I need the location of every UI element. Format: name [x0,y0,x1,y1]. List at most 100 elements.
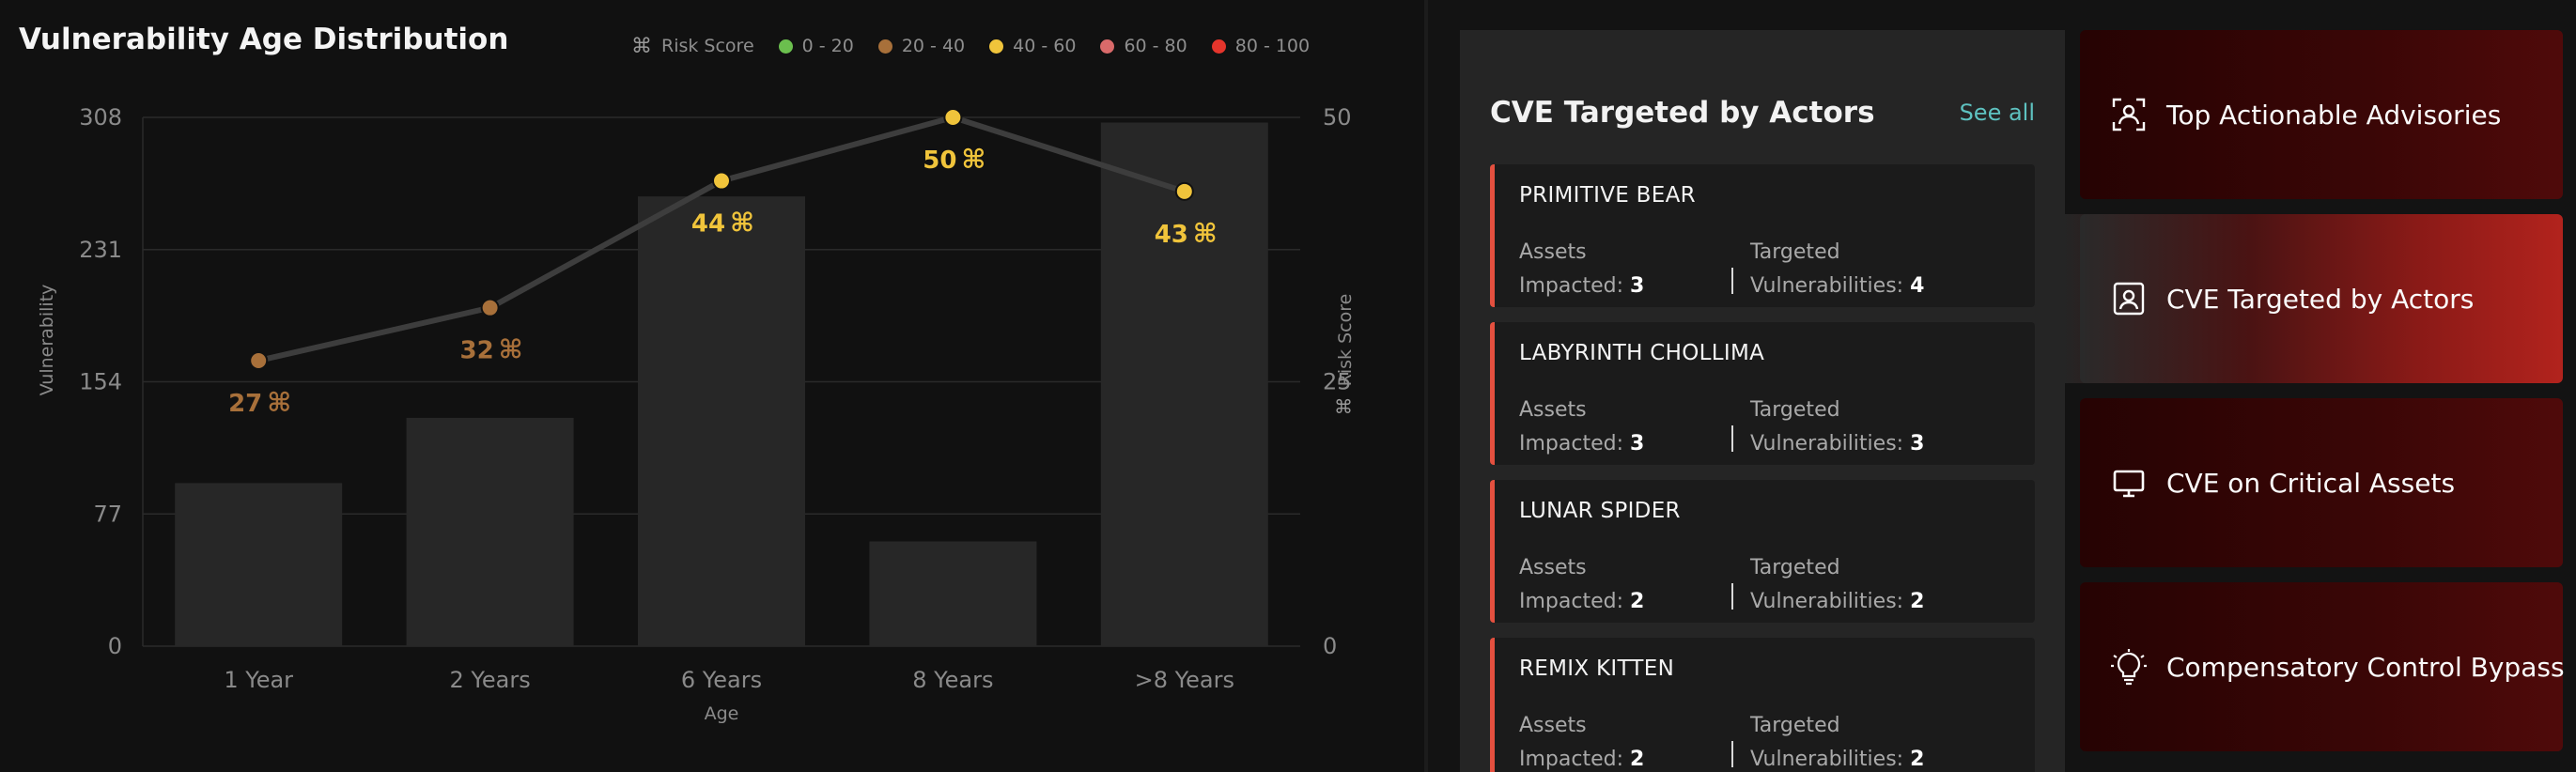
actor-name: LABYRINTH CHOLLIMA [1519,341,1765,365]
id-badge-icon [2110,280,2148,317]
metric-divider [1731,583,1733,610]
see-all-link[interactable]: See all [1959,100,2035,126]
legend-label: 0 - 20 [801,36,854,56]
chart-bar [869,541,1037,646]
risk-point [712,171,731,191]
actor-card[interactable]: LUNAR SPIDER Assets Impacted: 2 Targeted… [1490,480,2035,623]
x-tick-label: 8 Years [912,667,993,693]
legend-item[interactable]: 80 - 100 [1211,36,1311,56]
actor-name: LUNAR SPIDER [1519,499,1681,523]
targeted-vulnerabilities: Targeted Vulnerabilities: 4 [1750,236,1924,303]
risk-point [943,108,963,127]
nav-label: CVE on Critical Assets [2166,467,2456,499]
cve-panel-title: CVE Targeted by Actors [1490,96,1875,130]
vulnerabilities-label: Vulnerabilities: [1750,590,1904,613]
x-tick-label: 1 Year [224,667,293,693]
legend-label: 60 - 80 [1124,36,1187,56]
legend-title: ⌘ Risk Score [631,35,754,58]
targeted-label: Targeted [1750,398,1840,422]
command-icon: ⌘ [631,34,652,58]
assets-impacted-value: 3 [1630,432,1645,455]
targeted-vulnerabilities: Targeted Vulnerabilities: 2 [1750,709,1924,772]
y-axis-title: Vulnerability [37,285,57,396]
risk-data-label: 50 [923,147,956,175]
targeted-label: Targeted [1750,240,1840,264]
nav-cve-on-critical-assets[interactable]: CVE on Critical Assets [2080,398,2563,567]
assets-label: Assets [1519,556,1587,579]
nav-compensatory-control-bypass[interactable]: Compensatory Control Bypass [2080,582,2565,751]
assets-label: Assets [1519,240,1587,264]
risk-data-label: 44 [691,210,725,239]
nav-label: CVE Targeted by Actors [2166,283,2475,315]
actor-name: PRIMITIVE BEAR [1519,183,1696,208]
legend-item[interactable]: 40 - 60 [989,36,1076,56]
legend-dot [778,39,793,54]
targeted-vulnerabilities: Targeted Vulnerabilities: 3 [1750,394,1924,461]
legend-item[interactable]: 20 - 40 [877,36,965,56]
y-tick-label: 308 [79,104,122,131]
x-axis-title: Age [705,703,739,724]
y-tick-label: 0 [108,633,122,659]
risk-data-label: 43 [1155,221,1188,249]
chart-bar [638,196,805,646]
legend-item[interactable]: 60 - 80 [1100,36,1187,56]
legend-dot [1100,39,1115,54]
legend-label: 80 - 100 [1234,36,1311,56]
y2-tick-label: 25 [1323,369,1352,395]
chart-panel: Vulnerability Age Distribution ⌘ Risk Sc… [19,23,1356,724]
targeted-vulnerabilities: Targeted Vulnerabilities: 2 [1750,551,1924,619]
assets-impacted: Assets Impacted: 2 [1519,551,1644,619]
assets-impacted-value: 2 [1630,748,1645,771]
targeted-label: Targeted [1750,556,1840,579]
actor-card[interactable]: REMIX KITTEN Assets Impacted: 2 Targeted… [1490,638,2035,772]
nav-top-actionable-advisories[interactable]: Top Actionable Advisories [2080,30,2563,199]
monitor-icon [2110,464,2148,502]
targeted-vulnerabilities-value: 2 [1910,748,1925,771]
assets-impacted-value: 3 [1630,274,1645,298]
metric-divider [1731,425,1733,452]
legend-dot [1211,39,1226,54]
chart-bar [406,417,574,646]
command-icon: ⌘ [1334,395,1353,418]
nav-label: Top Actionable Advisories [2166,99,2502,131]
command-icon: ⌘ [267,387,291,418]
chart-bar [1100,122,1268,646]
age-distribution-chart: 0 77 154 231 308 0 25 50 1 Year 2 Years 6 Years 8 Y… [37,104,1356,724]
cve-actors-panel: CVE Targeted by Actors See all PRIMITIVE… [1460,30,2065,772]
command-icon: ⌘ [1193,218,1218,249]
chart-bar [175,483,343,646]
targeted-vulnerabilities-value: 2 [1910,590,1925,613]
command-icon: ⌘ [730,208,754,239]
legend-label: 40 - 60 [1013,36,1077,56]
assets-impacted-value: 2 [1630,590,1645,613]
nav-cve-targeted-by-actors[interactable]: CVE Targeted by Actors [2080,214,2563,383]
y-tick-label: 154 [79,369,122,395]
assets-label: Assets [1519,714,1587,737]
legend-item[interactable]: 0 - 20 [778,36,854,56]
chart-legend: ⌘ Risk Score 0 - 20 20 - 40 40 - 60 60 -… [631,32,1310,60]
assets-impacted: Assets Impacted: 3 [1519,236,1644,303]
risk-point [1174,181,1194,201]
panel-divider [1424,0,1428,772]
chart-title: Vulnerability Age Distribution [19,23,509,56]
metric-divider [1731,741,1733,767]
y-tick-label: 77 [93,501,122,527]
assets-label: Assets [1519,398,1587,422]
y2-tick-label: 50 [1323,104,1352,131]
assets-impacted: Assets Impacted: 2 [1519,709,1644,772]
metric-divider [1731,268,1733,294]
command-icon: ⌘ [499,334,523,365]
x-tick-label: >8 Years [1135,667,1234,693]
y2-tick-label: 0 [1323,633,1337,659]
targeted-label: Targeted [1750,714,1840,737]
vulnerabilities-label: Vulnerabilities: [1750,748,1904,771]
y2-axis-title: Risk Score [1335,294,1356,387]
actor-card[interactable]: LABYRINTH CHOLLIMA Assets Impacted: 3 Ta… [1490,322,2035,465]
x-tick-label: 2 Years [449,667,530,693]
risk-point [249,350,269,370]
vulnerabilities-label: Vulnerabilities: [1750,432,1904,455]
legend-dot [989,39,1004,54]
actor-card[interactable]: PRIMITIVE BEAR Assets Impacted: 3 Target… [1490,164,2035,307]
command-icon: ⌘ [961,144,985,175]
x-tick-label: 6 Years [681,667,762,693]
